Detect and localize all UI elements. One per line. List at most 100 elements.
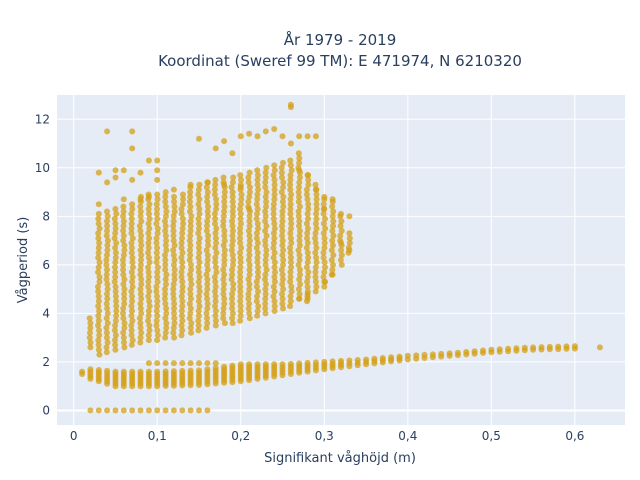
- scatter-point: [388, 354, 395, 361]
- scatter-point: [279, 291, 285, 297]
- scatter-point: [530, 344, 537, 351]
- scatter-point: [229, 271, 236, 278]
- scatter-point: [280, 305, 286, 312]
- scatter-point: [120, 271, 127, 278]
- scatter-point: [171, 257, 178, 263]
- scatter-point: [205, 203, 211, 210]
- scatter-point: [312, 133, 319, 140]
- scatter-point: [295, 189, 302, 196]
- scatter-point: [196, 249, 203, 256]
- scatter-point: [213, 201, 220, 208]
- scatter-point: [305, 215, 311, 222]
- scatter-point: [187, 360, 194, 367]
- scatter-point: [179, 230, 186, 237]
- scatter-point: [229, 300, 236, 307]
- scatter-point: [213, 196, 219, 203]
- scatter-point: [204, 218, 211, 225]
- scatter-point: [146, 288, 153, 295]
- scatter-point: [170, 368, 177, 375]
- scatter-point: [237, 206, 244, 212]
- scatter-point: [278, 189, 285, 196]
- scatter-point: [178, 308, 185, 314]
- scatter-point: [145, 312, 152, 319]
- scatter-point: [103, 271, 110, 278]
- scatter-point: [103, 329, 110, 336]
- scatter-point: [113, 298, 120, 305]
- scatter-point: [121, 320, 128, 327]
- scatter-point: [237, 264, 244, 271]
- scatter-point: [96, 278, 103, 285]
- scatter-point: [279, 271, 286, 278]
- scatter-point: [196, 235, 203, 242]
- scatter-point: [204, 261, 211, 268]
- scatter-point: [287, 176, 294, 183]
- scatter-point: [320, 249, 327, 256]
- scatter-point: [280, 247, 287, 254]
- scatter-point: [254, 308, 261, 314]
- scatter-point: [187, 276, 194, 283]
- scatter-point: [187, 367, 194, 374]
- scatter-point: [103, 300, 110, 307]
- scatter-point: [204, 237, 211, 244]
- scatter-point: [179, 225, 186, 232]
- scatter-point: [171, 193, 177, 200]
- scatter-point: [228, 247, 235, 254]
- scatter-point: [212, 365, 219, 371]
- scatter-point: [279, 295, 286, 302]
- scatter-point: [220, 218, 227, 225]
- y-tick-label: 8: [42, 209, 50, 223]
- scatter-point: [204, 193, 211, 200]
- scatter-point: [187, 286, 194, 293]
- scatter-point: [262, 276, 268, 283]
- scatter-point: [195, 254, 202, 261]
- scatter-point: [337, 232, 344, 239]
- scatter-point: [280, 286, 287, 293]
- scatter-point: [95, 169, 102, 176]
- scatter-point: [138, 310, 145, 317]
- scatter-point: [288, 191, 295, 198]
- scatter-point: [237, 298, 244, 305]
- scatter-point: [104, 305, 111, 312]
- chart-title-line2: Koordinat (Sweref 99 TM): E 471974, N 62…: [158, 52, 522, 70]
- scatter-point: [154, 332, 161, 339]
- scatter-point: [187, 310, 194, 317]
- scatter-point: [329, 203, 336, 210]
- x-tick-label: 0,1: [148, 429, 167, 443]
- scatter-point: [146, 303, 153, 310]
- scatter-point: [96, 259, 103, 266]
- scatter-point: [221, 320, 228, 327]
- scatter-point: [170, 232, 177, 239]
- scatter-point: [254, 210, 260, 217]
- scatter-point: [237, 254, 244, 261]
- scatter-point: [296, 295, 303, 302]
- scatter-point: [212, 264, 219, 271]
- scatter-point: [112, 283, 119, 290]
- scatter-point: [145, 274, 152, 280]
- scatter-point: [246, 218, 253, 225]
- scatter-point: [145, 254, 152, 261]
- scatter-point: [171, 276, 178, 283]
- scatter-point: [279, 227, 286, 234]
- scatter-point: [270, 254, 277, 261]
- scatter-point: [262, 361, 269, 368]
- scatter-point: [171, 266, 178, 273]
- scatter-point: [128, 215, 135, 222]
- scatter-point: [154, 225, 161, 232]
- scatter-point: [338, 261, 345, 268]
- y-tick-label: 0: [42, 403, 50, 417]
- scatter-point: [212, 308, 219, 314]
- scatter-point: [221, 295, 228, 302]
- scatter-point: [254, 191, 261, 198]
- scatter-point: [154, 327, 161, 334]
- y-tick-labels: 0 2 4 6 8 10 12: [35, 112, 50, 417]
- scatter-point: [246, 232, 253, 239]
- scatter-point: [328, 257, 335, 263]
- scatter-point: [137, 208, 144, 215]
- scatter-point: [304, 291, 311, 297]
- scatter-point: [153, 322, 160, 329]
- scatter-point: [237, 184, 244, 191]
- scatter-point: [163, 247, 170, 254]
- scatter-point: [237, 269, 244, 276]
- scatter-point: [263, 223, 270, 229]
- scatter-point: [195, 191, 202, 198]
